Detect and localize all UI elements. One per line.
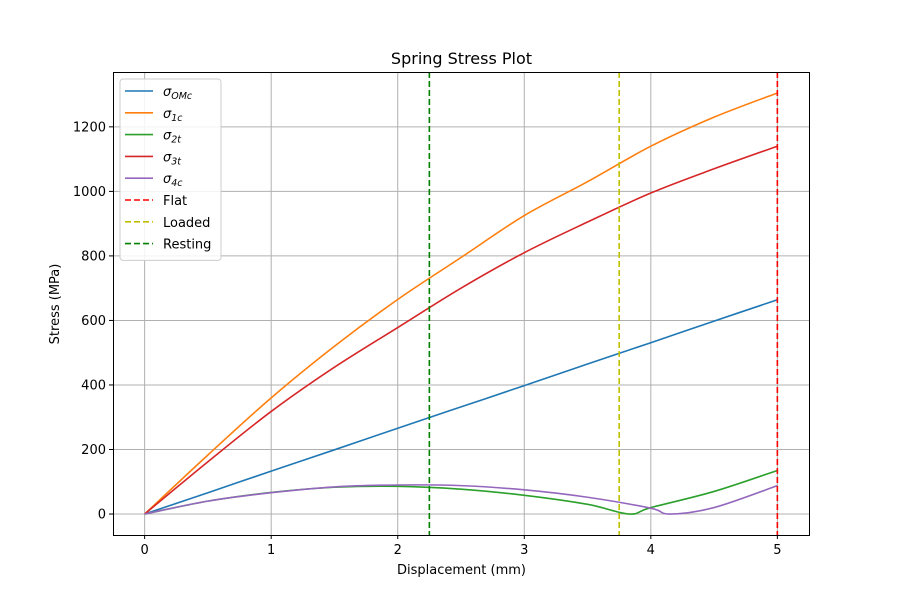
legend-symbol: σ: [163, 150, 172, 165]
y-axis-label: Stress (MPa): [48, 264, 63, 345]
y-tick-label: 1200: [73, 120, 106, 135]
x-tick-label: 5: [773, 543, 781, 558]
legend-entry-flat: Flat: [163, 194, 187, 209]
x-tick-label: 0: [140, 543, 148, 558]
legend-symbol: σ: [163, 85, 172, 100]
legend-entry-2: σ1c: [163, 107, 183, 124]
plot-frame: [113, 72, 810, 536]
series-line-3: [144, 469, 778, 515]
y-tick-label: 600: [81, 314, 106, 329]
y-tick-label: 200: [81, 443, 106, 458]
axis-ticks: 0 1 2 3 4 5 0 200 400 600 800 1000 1200: [73, 120, 782, 558]
y-tick-label: 1000: [73, 185, 106, 200]
x-tick-label: 1: [267, 543, 275, 558]
x-tick-label: 3: [520, 543, 528, 558]
legend-subscript: 3t: [171, 156, 182, 167]
x-axis-label: Displacement (mm): [397, 563, 526, 578]
legend-subscript: 1c: [171, 113, 183, 124]
series-line-4: [144, 145, 778, 515]
legend-symbol: σ: [163, 172, 172, 187]
legend-entry-loaded: Loaded: [163, 216, 210, 231]
x-tick-label: 2: [394, 543, 402, 558]
y-tick-label: 0: [98, 508, 106, 523]
legend-symbol: σ: [163, 107, 172, 122]
series-line-5: [144, 484, 778, 515]
legend-box: [119, 78, 222, 261]
series-line-1: [144, 299, 778, 515]
legend-entry-3: σ2t: [163, 129, 182, 146]
y-tick-label: 400: [81, 378, 106, 393]
x-tick-label: 4: [647, 543, 655, 558]
plot-area: [144, 72, 779, 535]
legend-symbol: σ: [163, 129, 172, 144]
legend-subscript: 4c: [171, 178, 183, 189]
legend-entry-1: σOMc: [163, 85, 193, 102]
legend-entry-resting: Resting: [163, 238, 211, 253]
y-tick-label: 800: [81, 249, 106, 264]
series-line-2: [144, 92, 778, 515]
legend-subscript: 2t: [171, 135, 182, 146]
legend-entry-4: σ3t: [163, 150, 182, 167]
legend-entry-5: σ4c: [163, 172, 183, 189]
legend-subscript: OMc: [171, 91, 193, 102]
chart-title: Spring Stress Plot: [391, 49, 532, 68]
